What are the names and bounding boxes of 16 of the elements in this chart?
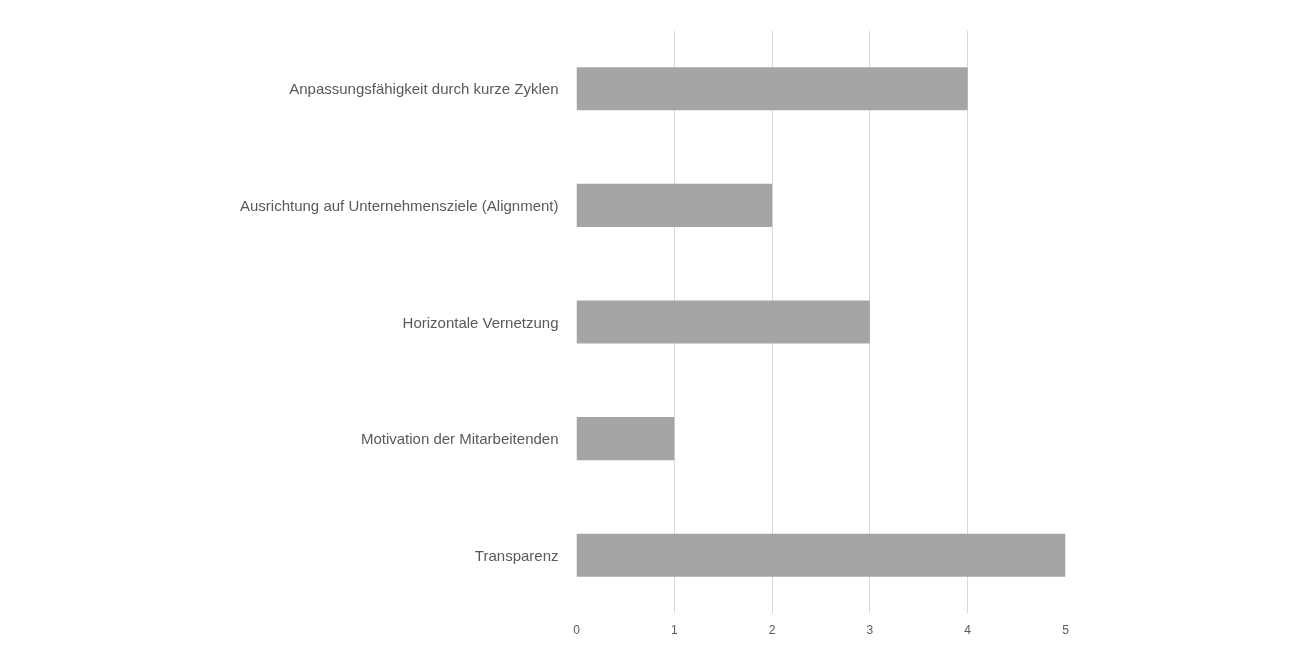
y-tick-label: Horizontale Vernetzung [402,313,559,331]
x-tick-label: 1 [670,622,678,637]
x-tick-label: 5 [1062,622,1070,637]
x-tick-label: 3 [866,622,874,637]
y-tick-label: Transparenz [474,546,559,564]
bar [576,300,870,344]
y-tick-label: Motivation der Mitarbeitenden [360,430,559,448]
bar [576,417,675,461]
y-tick-label: Ausrichtung auf Unternehmensziele (Alignment) [240,196,559,214]
bar [576,183,773,227]
x-tick-label: 2 [768,622,776,637]
bar [576,67,968,111]
x-tick-label: 0 [573,622,581,637]
bar [576,533,1066,577]
y-tick-label: Anpassungsfähigkeit durch kurze Zyklen [289,80,559,98]
x-tick-label: 4 [964,622,972,637]
